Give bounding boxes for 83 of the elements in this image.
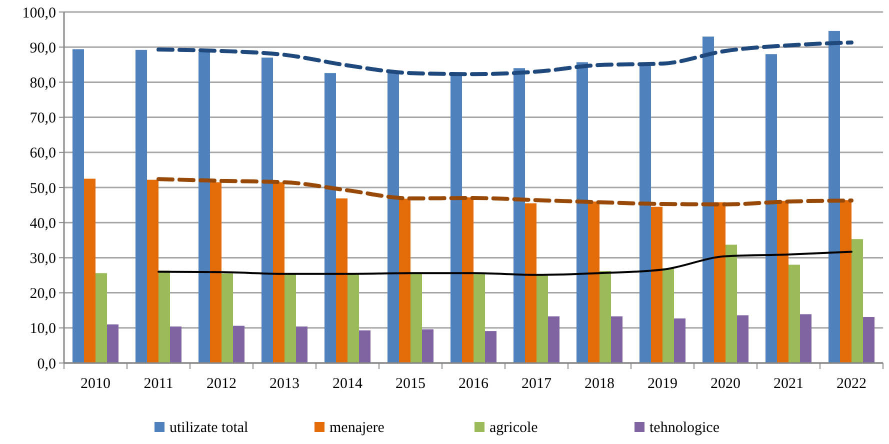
y-tick-label: 50,0 — [30, 180, 56, 197]
x-tick-label: 2014 — [332, 376, 363, 392]
y-tick-label: 40,0 — [30, 216, 56, 232]
bar — [450, 75, 462, 363]
bar — [766, 54, 777, 363]
bar — [296, 326, 308, 363]
bar — [72, 49, 84, 363]
legend-label: menajere — [330, 420, 385, 436]
bar — [284, 274, 296, 363]
x-tick-label: 2015 — [396, 376, 426, 392]
bar — [611, 316, 622, 363]
bar — [674, 318, 686, 363]
bar — [84, 178, 96, 363]
bar — [548, 316, 560, 363]
legend-label: agricole — [490, 420, 538, 436]
x-tick-label: 2022 — [836, 376, 866, 392]
x-tick-label: 2013 — [270, 376, 300, 392]
bar — [702, 36, 714, 363]
bar — [474, 274, 485, 363]
bar — [324, 73, 336, 363]
bar — [348, 274, 359, 363]
bar — [147, 180, 158, 363]
bar — [777, 200, 788, 363]
bar — [336, 198, 348, 363]
x-tick-label: 2010 — [80, 376, 110, 392]
y-tick-label: 10,0 — [30, 321, 56, 338]
bar — [388, 73, 399, 363]
bar — [852, 239, 863, 363]
y-tick-label: 60,0 — [30, 146, 56, 162]
bar — [485, 331, 496, 363]
bar — [640, 65, 651, 363]
bar — [96, 273, 107, 363]
bar — [726, 244, 737, 363]
bar — [576, 62, 588, 363]
x-tick-label: 2016 — [458, 376, 489, 392]
bar — [737, 315, 748, 363]
x-tick-label: 2012 — [206, 376, 236, 392]
y-tick-label: 30,0 — [30, 250, 56, 267]
y-tick-label: 90,0 — [30, 40, 56, 56]
bar — [536, 276, 548, 363]
bar — [273, 182, 284, 363]
x-tick-label: 2019 — [648, 376, 678, 392]
x-tick-label: 2020 — [710, 376, 740, 392]
bar — [600, 271, 611, 363]
line-series — [156, 40, 854, 76]
bar — [588, 202, 600, 363]
x-tick-label: 2017 — [522, 376, 552, 392]
line-series — [158, 250, 852, 276]
legend-label: tehnologice — [650, 420, 720, 436]
bar — [158, 270, 170, 363]
bar — [233, 326, 244, 363]
bar — [788, 264, 800, 363]
y-tick-label: 20,0 — [30, 286, 56, 302]
bar — [410, 272, 422, 363]
bar — [399, 198, 410, 363]
x-tick-label: 2011 — [144, 376, 174, 392]
bar — [662, 268, 674, 363]
bar — [863, 317, 874, 363]
bar — [462, 197, 474, 363]
bar — [651, 206, 662, 363]
bar — [525, 203, 536, 363]
bar — [170, 326, 182, 363]
bar — [800, 314, 812, 363]
bar — [514, 68, 525, 363]
x-tick-label: 2021 — [774, 376, 804, 392]
y-tick-label: 0,0 — [37, 356, 56, 372]
bar — [359, 330, 370, 363]
bar — [828, 30, 840, 363]
bar — [222, 273, 233, 363]
y-tick-label: 100,0 — [22, 5, 56, 22]
bar — [262, 58, 273, 363]
line-series — [156, 177, 854, 206]
y-tick-label: 80,0 — [30, 75, 56, 92]
y-tick-label: 70,0 — [30, 110, 56, 127]
bar — [136, 50, 147, 363]
bar — [198, 52, 210, 363]
x-tick-label: 2018 — [584, 376, 614, 392]
bar — [714, 202, 726, 363]
legend-label: utilizate total — [170, 420, 248, 436]
bar — [840, 200, 852, 363]
bar — [210, 182, 222, 363]
bar — [422, 329, 434, 363]
bar — [107, 324, 118, 363]
